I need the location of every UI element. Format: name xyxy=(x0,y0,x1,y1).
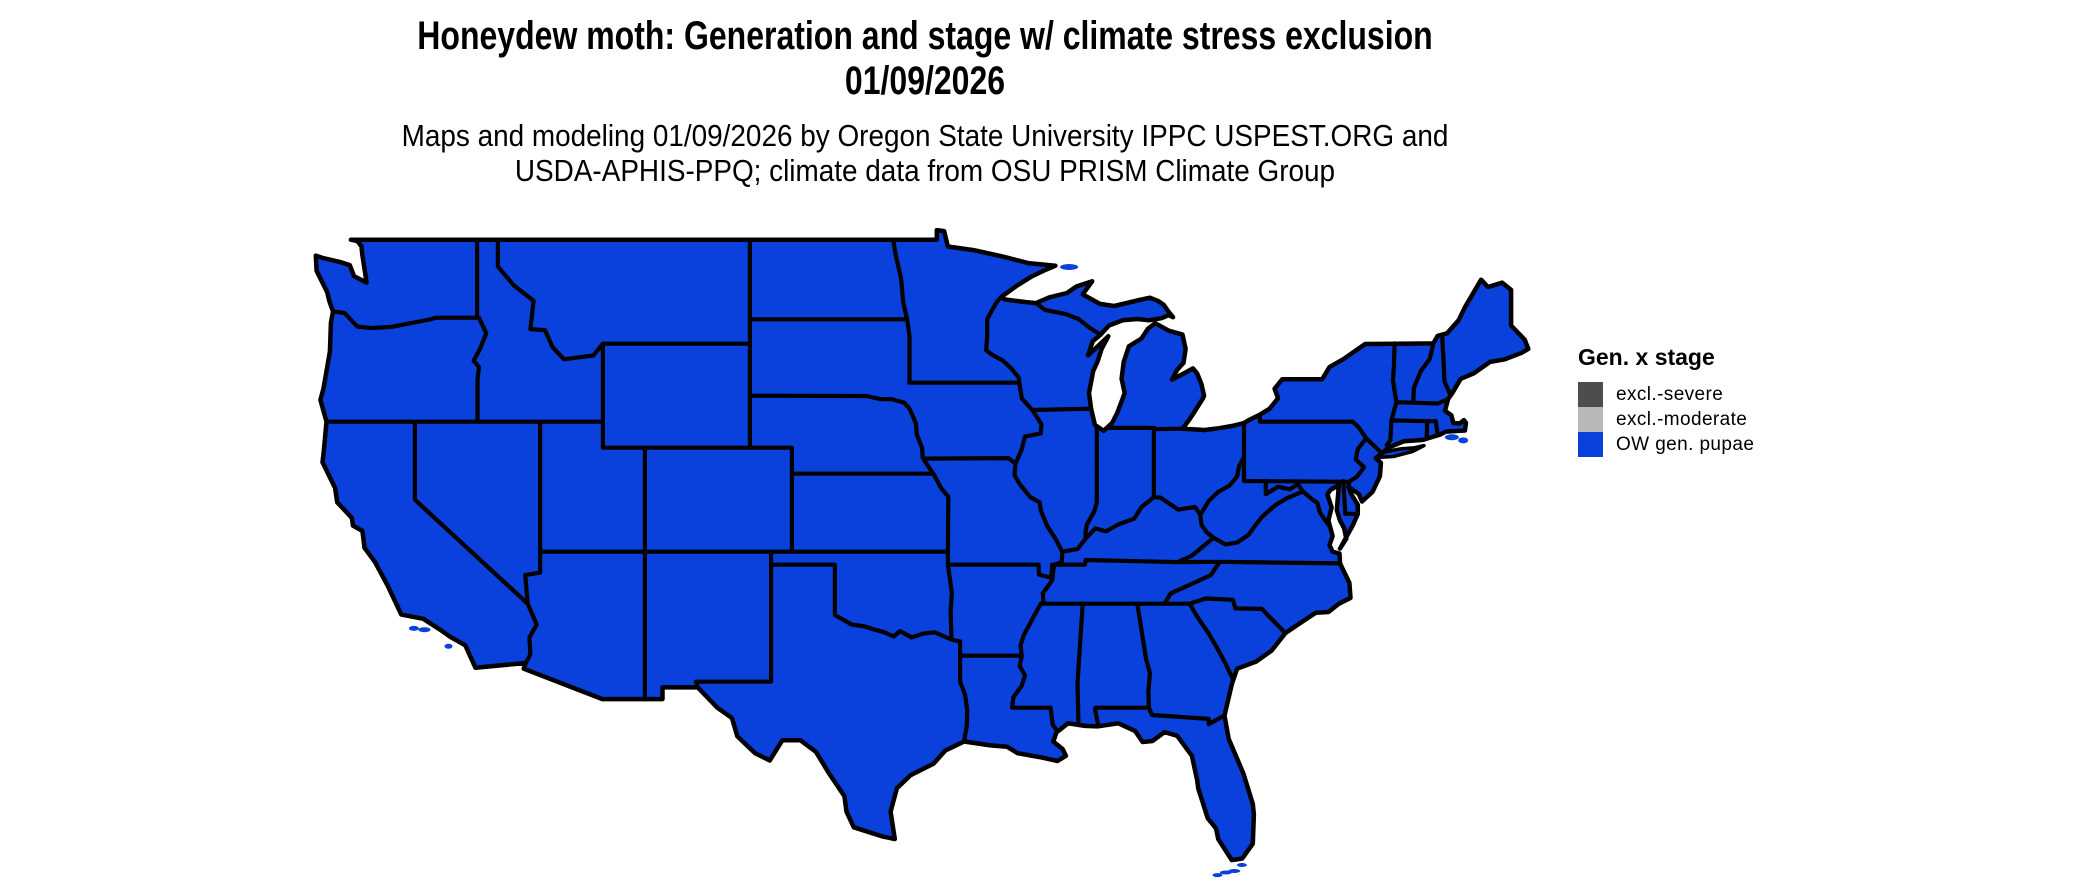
island xyxy=(408,625,419,631)
title-line-2: 01/09/2026 xyxy=(844,59,1006,103)
island xyxy=(418,627,431,633)
conus-outline xyxy=(313,228,1531,863)
legend-title: Gen. x stage xyxy=(1578,344,1715,370)
subtitle-line-2: USDA-APHIS-PPQ; climate data from OSU PR… xyxy=(514,153,1336,188)
legend-items: excl.-severe excl.-moderate OW gen. pupa… xyxy=(1578,382,1754,457)
islands xyxy=(408,264,1469,878)
island xyxy=(1060,264,1079,270)
title-line-1: Honeydew moth: Generation and stage w/ c… xyxy=(417,14,1433,58)
legend-label: excl.-severe xyxy=(1616,383,1724,405)
us-map-container xyxy=(312,228,1532,880)
legend-item-excl-moderate: excl.-moderate xyxy=(1578,407,1754,432)
subtitle-line-1: Maps and modeling 01/09/2026 by Oregon S… xyxy=(401,118,1449,153)
legend-label: OW gen. pupae xyxy=(1616,433,1755,455)
us-map xyxy=(313,228,1531,878)
long-island xyxy=(1378,443,1426,460)
header: Honeydew moth: Generation and stage w/ c… xyxy=(0,14,1850,188)
map-subtitle: Maps and modeling 01/09/2026 by Oregon S… xyxy=(93,118,1758,188)
state-borders xyxy=(324,237,1453,744)
island xyxy=(1458,437,1469,444)
legend-swatch-excl-moderate xyxy=(1578,407,1603,432)
island xyxy=(1444,434,1459,441)
legend: Gen. x stage excl.-severe excl.-moderate… xyxy=(1578,344,1754,457)
map-title: Honeydew moth: Generation and stage w/ c… xyxy=(185,14,1665,104)
legend-item-excl-severe: excl.-severe xyxy=(1578,382,1754,407)
island xyxy=(444,643,453,649)
legend-label: excl.-moderate xyxy=(1616,408,1748,430)
island xyxy=(1219,870,1232,875)
island xyxy=(1236,863,1247,867)
island xyxy=(1212,873,1223,878)
legend-item-ow-gen-pupae: OW gen. pupae xyxy=(1578,432,1754,457)
legend-swatch-ow-gen-pupae xyxy=(1578,432,1603,457)
legend-swatch-excl-severe xyxy=(1578,382,1603,407)
